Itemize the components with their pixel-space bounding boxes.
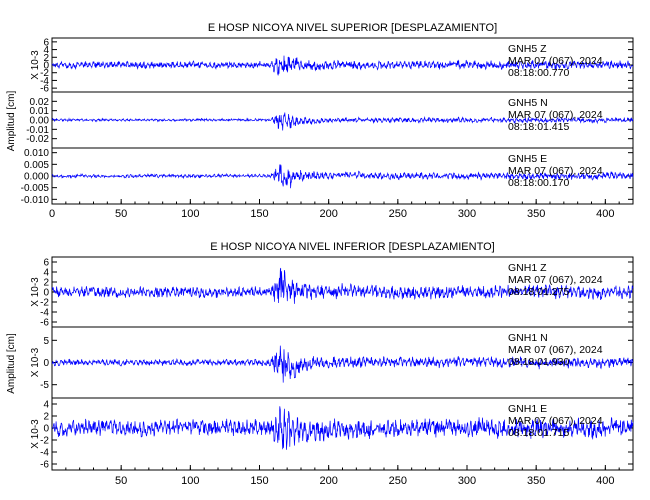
y-tick-label: -6 [40,318,49,329]
x-tick-label: 0 [49,208,55,220]
y-tick-label: -5 [40,380,49,391]
scale-factor-label: X 10-3 [30,347,41,377]
figure-title: E HOSP NICOYA NIVEL SUPERIOR [DESPLAZAMI… [208,22,497,34]
trace-waveform [51,112,634,131]
y-tick-label: 0.00 [30,116,50,127]
x-tick-label: 150 [250,208,268,220]
y-tick-label: -6 [40,460,49,471]
trace-time: 08:18:01.275 [508,286,569,298]
x-tick-label: 400 [596,475,614,487]
x-tick-label: 50 [115,475,127,487]
y-tick-label: 0.005 [24,160,49,171]
trace-time: 08:18:01.930 [508,356,569,368]
scale-factor-label: X 10-3 [30,419,41,449]
scale-factor-label: X 10-3 [30,277,41,307]
y-tick-label: 5 [43,336,49,347]
trace-waveform [51,267,634,304]
x-tick-label: 250 [389,208,407,220]
y-tick-label: -0.01 [26,125,49,136]
station-component-label: GNH5 N [508,97,548,109]
y-tick-label: 0 [43,424,49,435]
y-tick-label: 0.000 [24,172,49,183]
station-component-label: GNH5 E [508,153,547,165]
y-tick-label: -6 [40,84,49,95]
scale-factor-label: X 10-3 [30,50,41,80]
y-tick-label: 4 [43,45,49,56]
trace-time: 08:18:01.415 [508,121,569,133]
x-tick-label: 200 [319,475,337,487]
y-tick-label: -2 [40,436,49,447]
y-tick-label: 6 [43,258,49,269]
y-tick-label: 0 [43,288,49,299]
trace-date: MAR 07 (067), 2024 [508,165,603,177]
y-tick-label: 4 [43,400,49,411]
y-tick-label: -0.005 [21,183,50,194]
y-tick-label: -2 [40,68,49,79]
x-tick-label: 100 [181,475,199,487]
station-component-label: GNH5 Z [508,43,547,55]
trace-time: 08:18:00.170 [508,177,569,189]
trace-date: MAR 07 (067), 2024 [508,344,603,356]
y-axis-label: Amplitud [cm] [6,333,17,394]
y-tick-label: -4 [40,76,49,87]
trace-waveform [52,406,634,450]
x-tick-label: 50 [115,208,127,220]
station-component-label: GNH1 N [508,332,548,344]
station-component-label: GNH1 Z [508,262,547,274]
y-tick-label: 6 [43,37,49,48]
x-tick-label: 200 [319,208,337,220]
trace-waveform [51,345,634,383]
y-tick-label: -0.010 [21,195,50,206]
trace-date: MAR 07 (067), 2024 [508,109,603,121]
trace-date: MAR 07 (067), 2024 [508,274,603,286]
trace-date: MAR 07 (067), 2024 [508,55,603,67]
trace-date: MAR 07 (067), 2024 [508,415,603,427]
y-axis-label: Amplitud [cm] [6,90,17,151]
y-tick-label: 2 [43,278,49,289]
y-tick-label: 0 [43,358,49,369]
y-tick-label: 4 [43,268,49,279]
y-tick-label: 0.02 [30,97,50,108]
x-tick-label: 400 [596,208,614,220]
y-tick-label: 2 [43,53,49,64]
figure-title: E HOSP NICOYA NIVEL INFERIOR [DESPLAZAMI… [210,241,494,253]
y-tick-label: 2 [43,412,49,423]
y-tick-label: -4 [40,308,49,319]
x-tick-label: 150 [250,475,268,487]
y-tick-label: -0.02 [26,134,49,145]
station-component-label: GNH1 E [508,403,547,415]
y-tick-label: 0 [43,61,49,72]
trace-waveform [51,55,634,76]
y-tick-label: 0.010 [24,148,49,159]
trace-waveform [51,164,634,189]
y-tick-label: -2 [40,298,49,309]
x-tick-label: 250 [389,475,407,487]
x-tick-label: 350 [527,208,545,220]
trace-time: 08:18:00.770 [508,67,569,79]
x-tick-label: 100 [181,208,199,220]
x-tick-label: 300 [458,208,476,220]
x-tick-label: 350 [527,475,545,487]
x-tick-label: 300 [458,475,476,487]
y-tick-label: -4 [40,448,49,459]
y-tick-label: 0.01 [30,106,50,117]
trace-time: 08:18:01.715 [508,427,569,439]
